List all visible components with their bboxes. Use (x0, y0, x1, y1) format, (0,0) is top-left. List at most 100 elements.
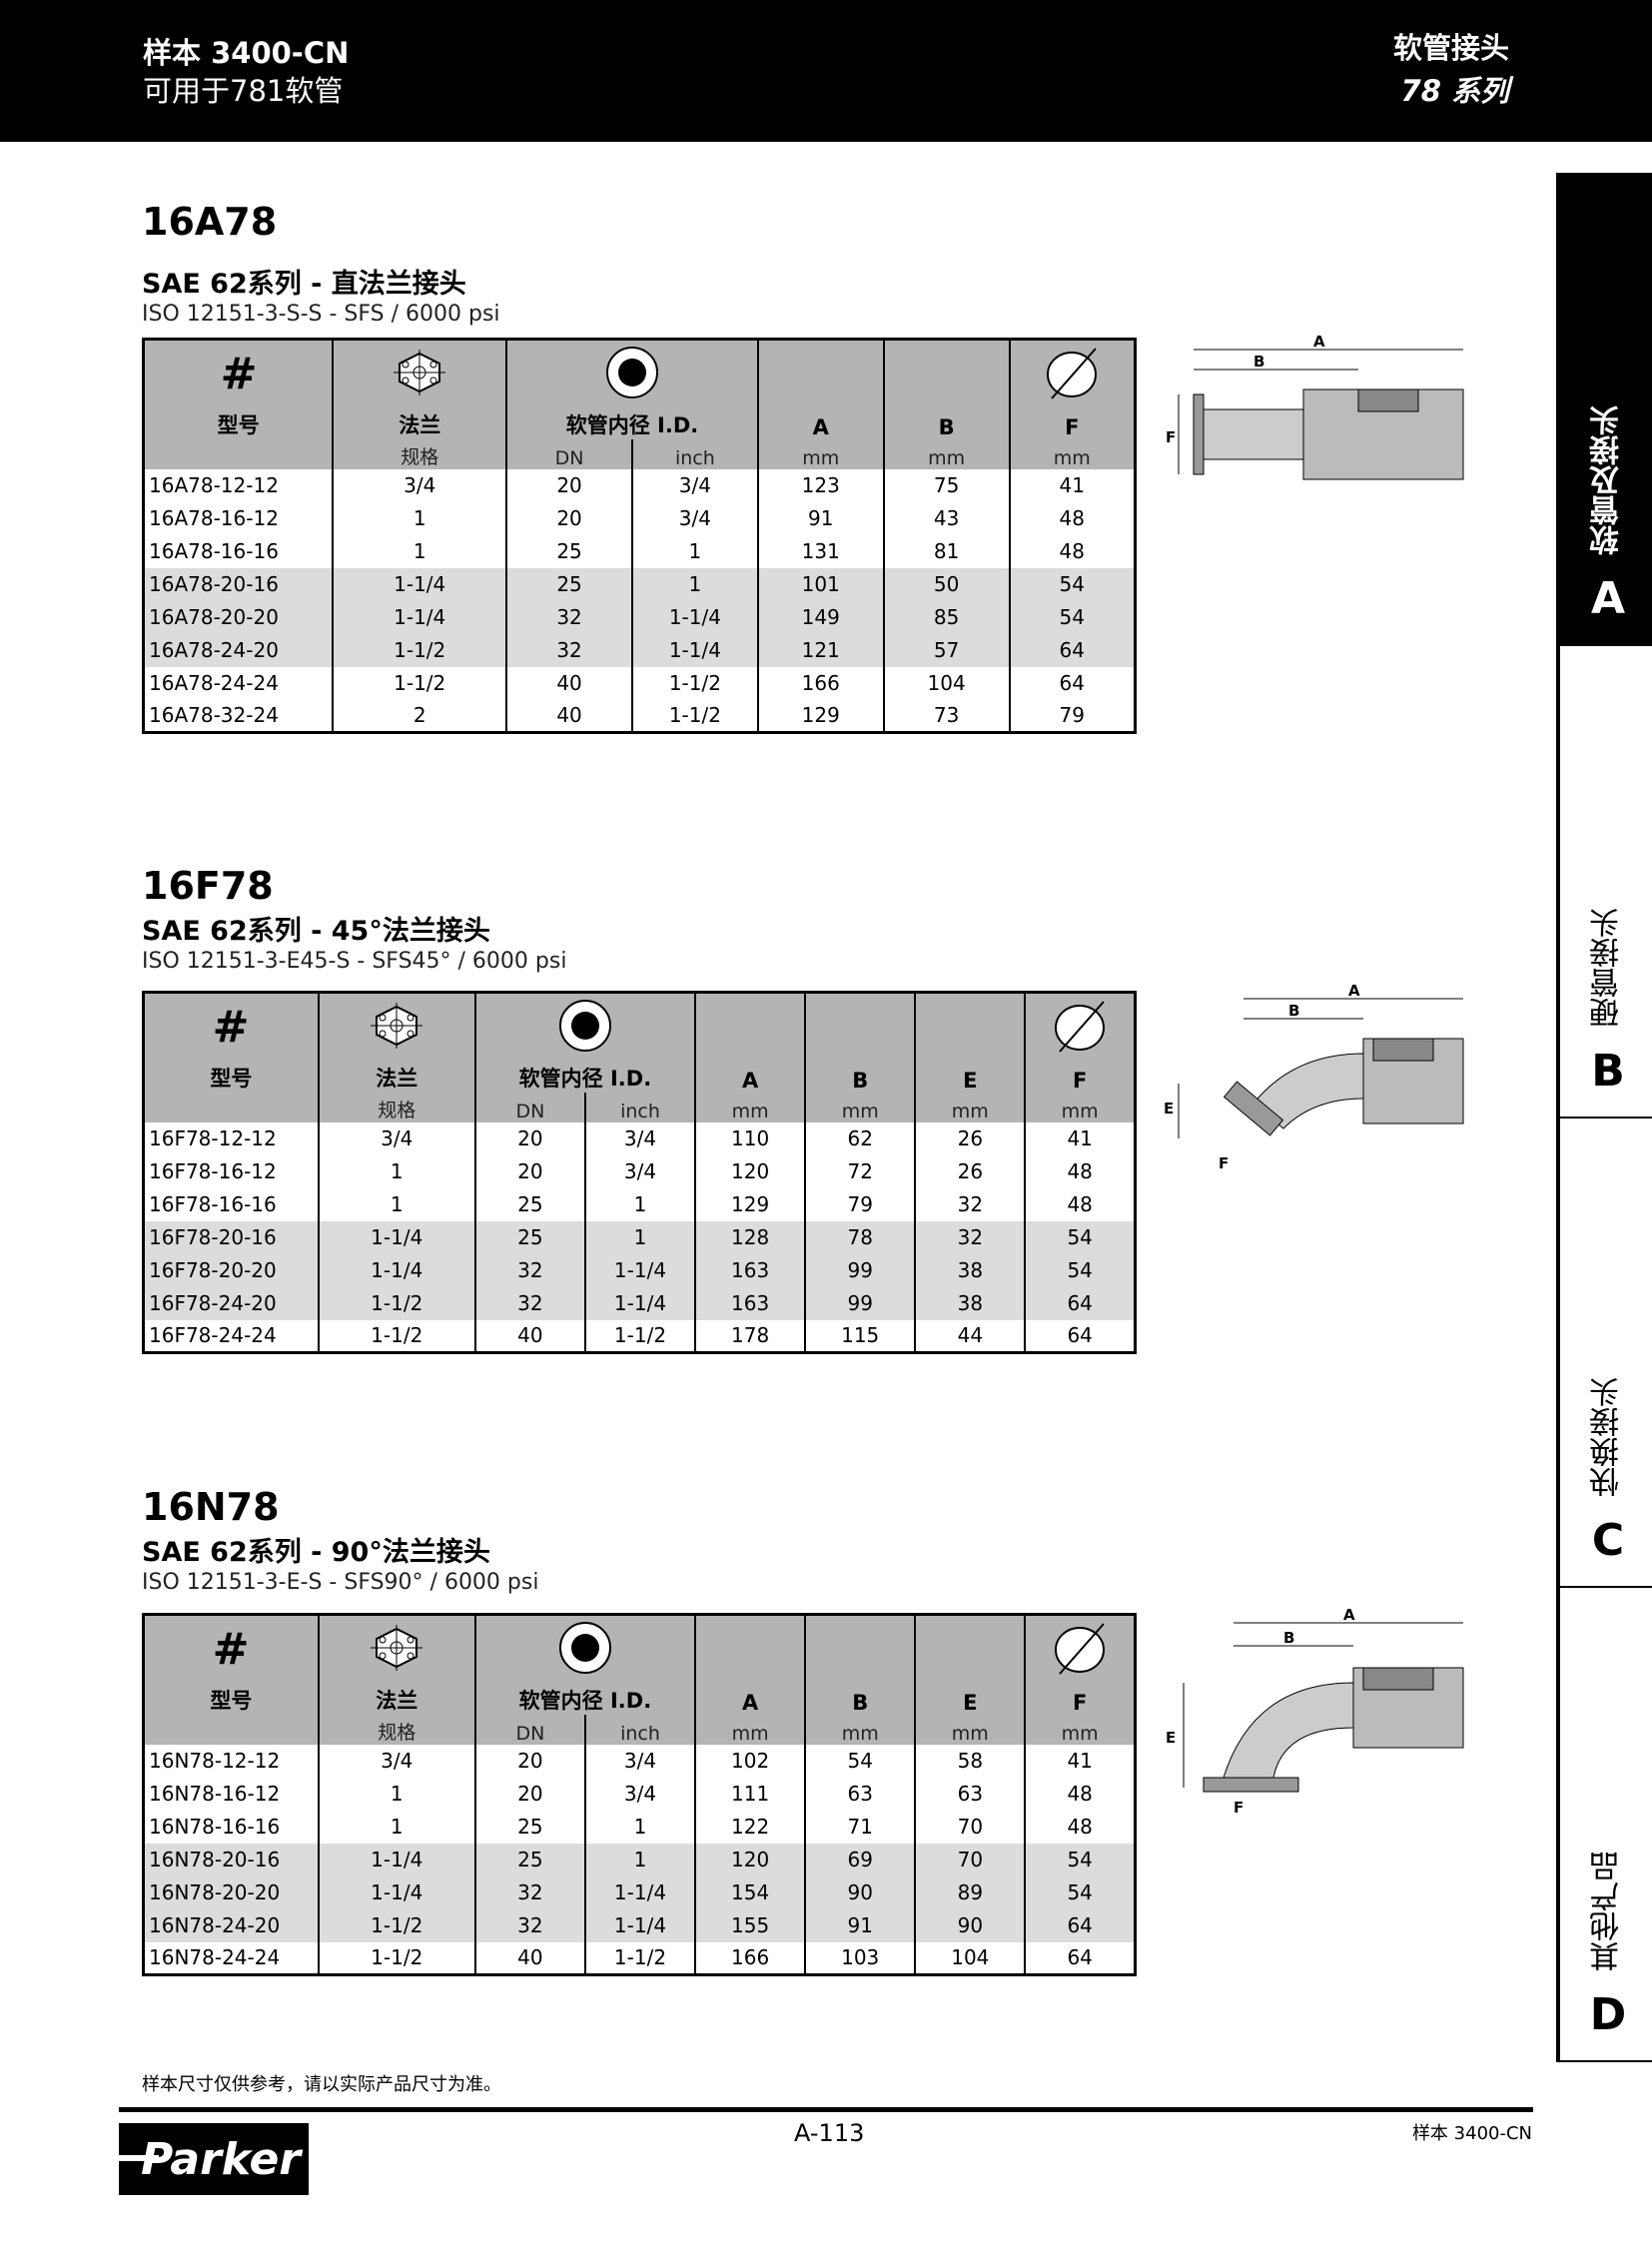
table-cell: 62 (804, 1121, 916, 1155)
table-cell: 32 (473, 1875, 585, 1909)
table-cell: 16A78-32-24 (142, 699, 334, 733)
table-cell: 48 (1024, 1810, 1136, 1844)
table-cell: 99 (804, 1286, 916, 1320)
table-cell: 16F78-20-16 (142, 1220, 319, 1254)
side-tab-label: 软管及接头 (1590, 405, 1625, 555)
table-cell: 178 (694, 1319, 806, 1353)
table-cell: 1 (630, 567, 758, 601)
table-cell: 3/4 (583, 1121, 696, 1155)
table-cell: 1-1/4 (317, 1843, 475, 1876)
table-cell: 72 (804, 1154, 916, 1188)
section-iso-spec: ISO 12151-3-S-S - SFS / 6000 psi (142, 302, 500, 327)
header-flange: 法兰 (317, 1680, 475, 1715)
dimension-label: B (1283, 1629, 1294, 1647)
section-code: 16N78 (142, 1485, 280, 1529)
table-cell: 1-1/4 (332, 600, 507, 634)
table-cell: 16N78-20-20 (142, 1875, 319, 1909)
side-tab-d[interactable]: 其他产品 D (1560, 1588, 1652, 2062)
table-cell: 43 (882, 501, 1010, 535)
header-dn: DN (473, 1092, 585, 1122)
table-row: 16F78-12-12 3/4 20 3/4 110 62 26 41 (142, 1121, 1136, 1155)
hose-id-icon (558, 1000, 611, 1053)
section-subtitle: SAE 62系列 - 直法兰接头 (142, 269, 466, 300)
table-cell: 1-1/4 (583, 1908, 696, 1942)
section-iso-spec: ISO 12151-3-E45-S - SFS45° / 6000 psi (142, 949, 567, 974)
table-cell: 20 (473, 1777, 585, 1811)
table-cell: 1 (317, 1810, 475, 1844)
table-cell: 1 (332, 501, 507, 535)
table-cell: 166 (756, 666, 884, 700)
table-cell: 54 (1008, 600, 1136, 634)
table-row: 16N78-24-24 1-1/2 40 1-1/2 166 103 104 64 (142, 1941, 1136, 1975)
table-cell: 75 (882, 468, 1010, 502)
table-cell: 32 (914, 1220, 1026, 1254)
side-tab-label: 快换接头 (1590, 1377, 1625, 1497)
table-cell: 16N78-16-16 (142, 1810, 319, 1844)
table-cell: 1-1/2 (332, 666, 507, 700)
header-flange-size: 规格 (317, 1092, 475, 1122)
table-cell: 64 (1024, 1286, 1136, 1320)
header-unit: mm (756, 438, 884, 469)
header-unit: mm (1024, 1092, 1136, 1122)
table-cell: 90 (914, 1908, 1026, 1942)
header-hose-id: 软管内径 I.D. (473, 1058, 696, 1093)
table-cell: 104 (882, 666, 1010, 700)
side-tab-letter: B (1591, 1046, 1625, 1097)
table-icon-row: # (142, 339, 1136, 405)
hose-id-icon (605, 347, 658, 399)
table-row: 16N78-12-12 3/4 20 3/4 102 54 58 41 (142, 1744, 1136, 1778)
table-cell: 89 (914, 1875, 1026, 1909)
table-cell: 64 (1024, 1319, 1136, 1353)
side-tab-c[interactable]: 快换接头 C (1560, 1119, 1652, 1588)
table-cell: 64 (1024, 1941, 1136, 1975)
dimension-label: A (1313, 335, 1325, 351)
table-cell: 3/4 (583, 1154, 696, 1188)
header-unit: mm (804, 1714, 916, 1745)
table-row: 16N78-20-16 1-1/4 25 1 120 69 70 54 (142, 1843, 1136, 1876)
table-cell: 20 (473, 1121, 585, 1155)
table-cell: 129 (756, 699, 884, 733)
table-row: 16F78-16-16 1 25 1 129 79 32 48 (142, 1187, 1136, 1221)
table-cell: 54 (1008, 567, 1136, 601)
table-cell: 111 (694, 1777, 806, 1811)
fitting-diagram: A B E F (1164, 982, 1483, 1177)
table-cell: 40 (473, 1941, 585, 1975)
table-cell: 3/4 (317, 1121, 475, 1155)
diameter-icon (1047, 348, 1098, 399)
table-row: 16N78-20-20 1-1/4 32 1-1/4 154 90 89 54 (142, 1875, 1136, 1909)
fitting-diagram: A B F (1164, 333, 1483, 498)
table-row: 16F78-24-20 1-1/2 32 1-1/4 163 99 38 64 (142, 1286, 1136, 1320)
table-cell: 54 (1024, 1875, 1136, 1909)
page-header: 样本 3400-CN 可用于781软管 软管接头 78 系列 (0, 0, 1652, 142)
header-dim-b: B (804, 1058, 916, 1093)
table-icon-row: # (142, 992, 1136, 1059)
table-cell: 81 (882, 534, 1010, 568)
hash-icon: # (214, 1004, 248, 1048)
header-part: 型号 (142, 1058, 319, 1093)
dimension-label: F (1234, 1799, 1243, 1817)
table-cell: 64 (1008, 633, 1136, 667)
table-cell: 91 (804, 1908, 916, 1942)
table-cell: 32 (505, 600, 632, 634)
table-cell: 16A78-16-12 (142, 501, 334, 535)
table-cell: 64 (1008, 666, 1136, 700)
side-tab-a[interactable]: 软管及接头 A (1560, 173, 1652, 646)
table-cell: 103 (804, 1941, 916, 1975)
catalog-number: 样本 3400-CN (143, 36, 350, 70)
table-cell: 54 (804, 1744, 916, 1778)
table-cell: 1 (332, 534, 507, 568)
table-cell: 26 (914, 1121, 1026, 1155)
table-cell: 70 (914, 1843, 1026, 1876)
table-cell: 32 (473, 1286, 585, 1320)
side-tab-b[interactable]: 硬管接头 B (1560, 646, 1652, 1119)
table-cell: 90 (804, 1875, 916, 1909)
svg-text:#: # (214, 1626, 248, 1670)
table-cell: 38 (914, 1253, 1026, 1287)
table-cell: 40 (505, 666, 632, 700)
table-cell: 64 (1024, 1908, 1136, 1942)
table-cell: 1-1/4 (583, 1875, 696, 1909)
flange-icon (371, 1625, 423, 1672)
table-cell: 154 (694, 1875, 806, 1909)
table-cell: 54 (1024, 1843, 1136, 1876)
table-cell: 149 (756, 600, 884, 634)
